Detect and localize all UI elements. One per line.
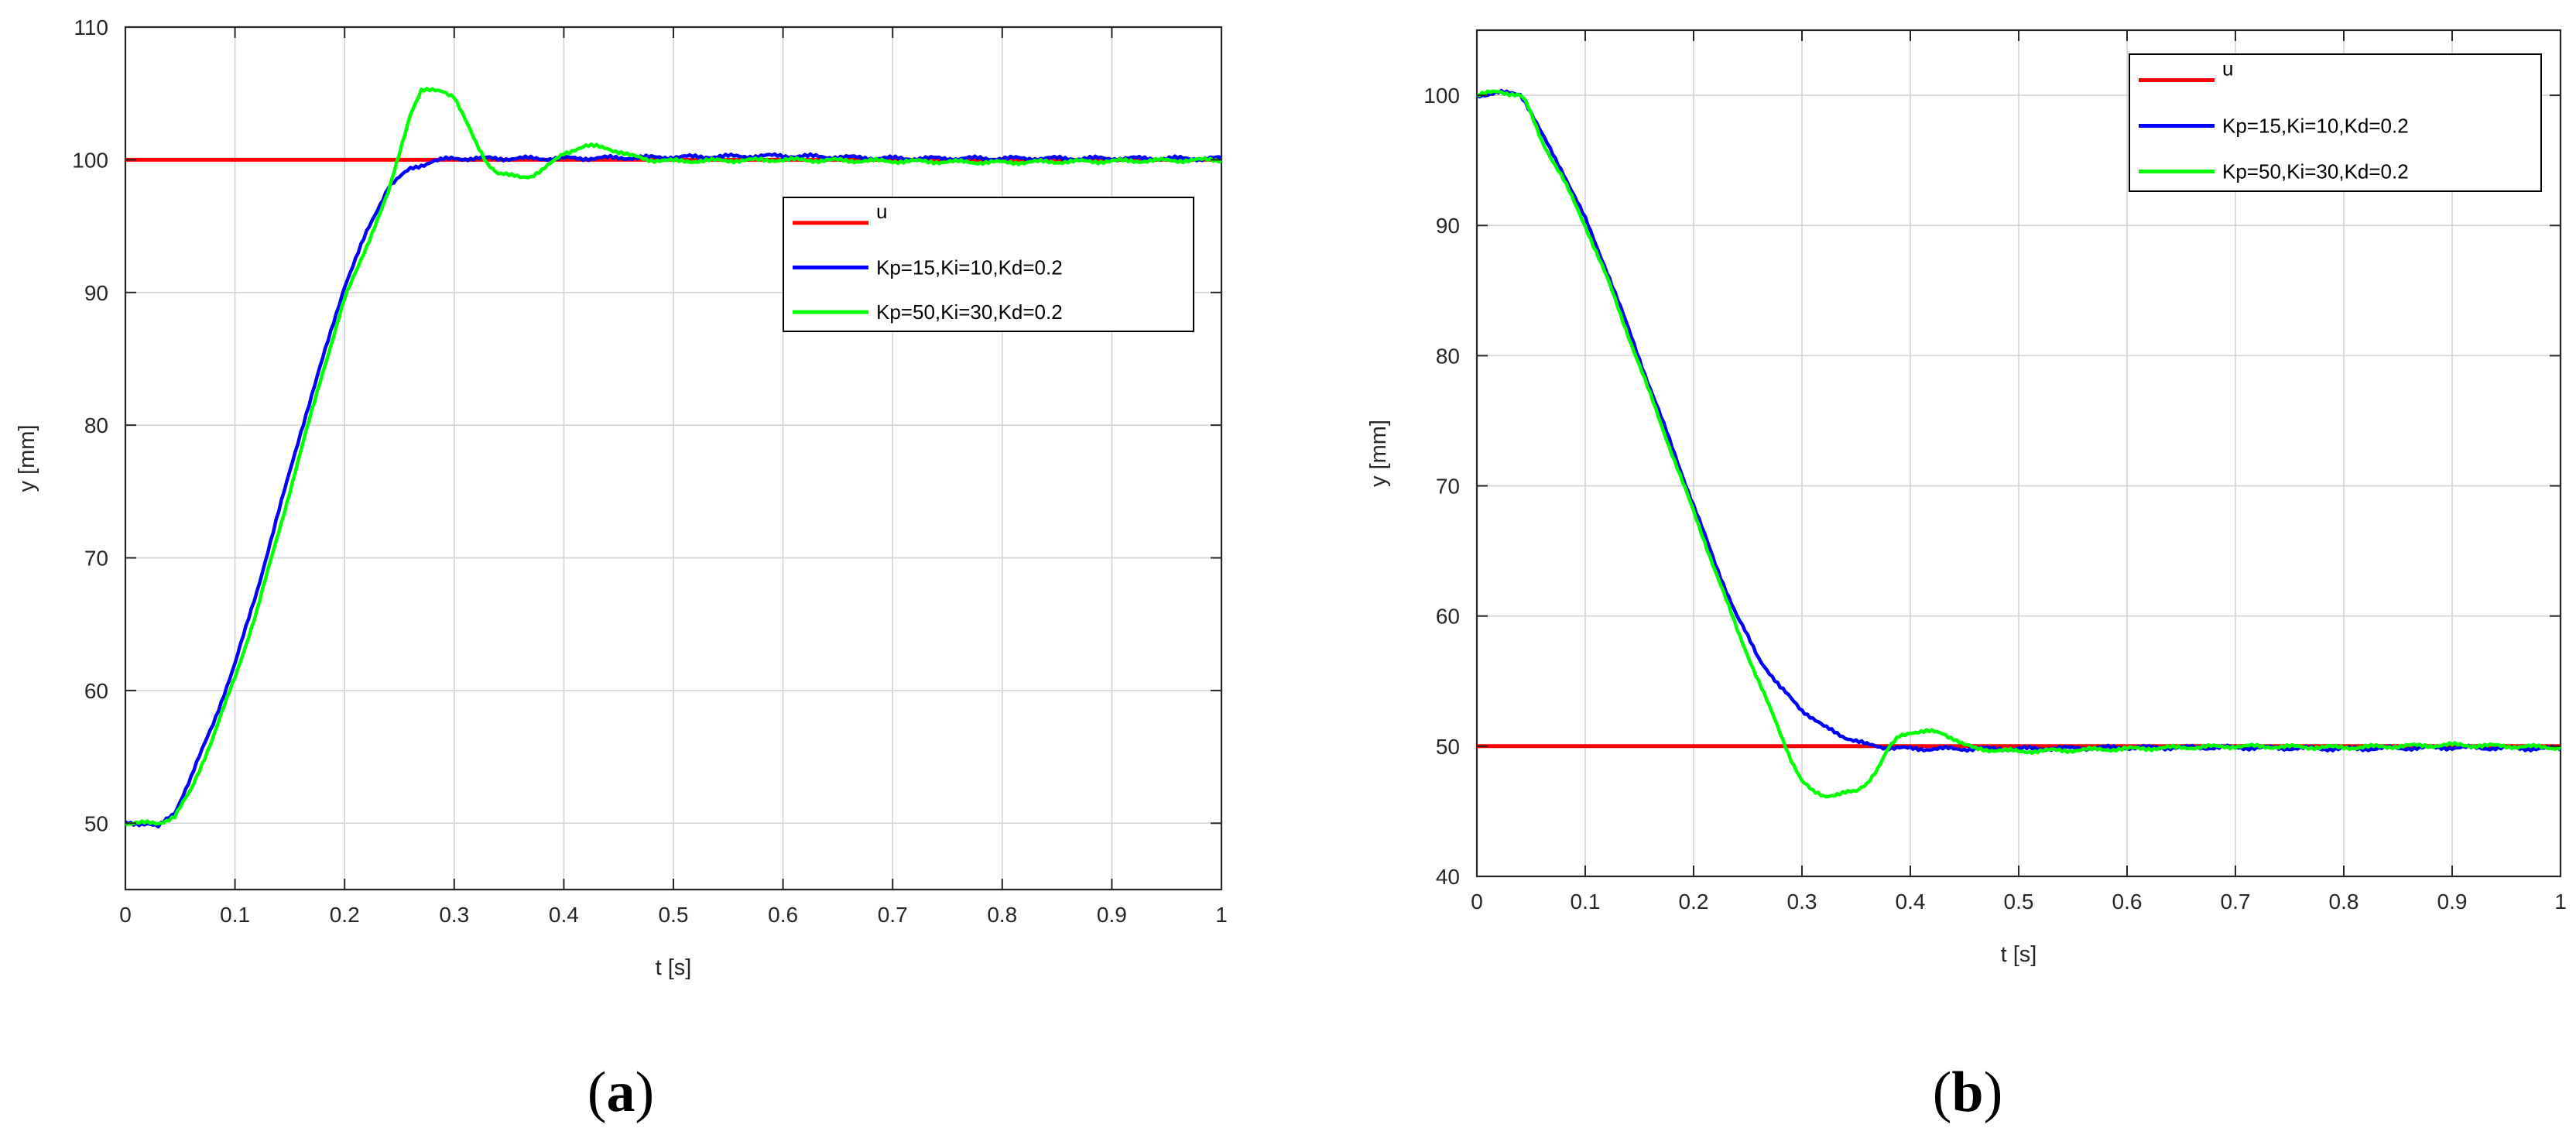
y-axis-label: y [mm]	[1366, 420, 1391, 487]
x-tick-label: 0.7	[878, 903, 908, 927]
legend-label: Kp=50,Ki=30,Kd=0.2	[876, 300, 1063, 324]
x-tick-label: 0.2	[1679, 890, 1709, 914]
series-line-3	[125, 87, 1222, 827]
legend-box	[2129, 53, 2542, 192]
x-tick-label: 0.3	[439, 903, 469, 927]
y-tick-label: 100	[72, 148, 108, 172]
x-axis-label: t [s]	[656, 955, 692, 980]
y-tick-label: 50	[84, 811, 108, 835]
y-tick-label: 60	[84, 679, 108, 703]
x-tick-label: 0.4	[549, 903, 579, 927]
legend: u Kp=15,Ki=10,Kd=0.2 Kp=50,Ki=30,Kd=0.2	[783, 197, 1194, 332]
x-tick-label: 0.6	[768, 903, 798, 927]
legend-label: Kp=15,Ki=10,Kd=0.2	[876, 256, 1063, 279]
legend-label: u	[2222, 57, 2233, 81]
y-tick-label: 90	[84, 281, 108, 305]
x-axis-label: t [s]	[2001, 942, 2037, 967]
panel-letter: a	[607, 1061, 635, 1124]
x-tick-label: 0.3	[1787, 890, 1817, 914]
x-tick-label: 0.8	[987, 903, 1017, 927]
x-tick-label: 0.6	[2112, 890, 2143, 914]
x-tick-label: 0.4	[1896, 890, 1926, 914]
y-tick-label: 90	[1436, 214, 1460, 238]
x-tick-label: 0.5	[2004, 890, 2034, 914]
legend: u Kp=15,Ki=10,Kd=0.2 Kp=50,Ki=30,Kd=0.2	[2129, 53, 2542, 192]
panel-letter: b	[1951, 1061, 1983, 1124]
series-lines	[1475, 88, 2562, 799]
x-tick-label: 0	[1471, 890, 1483, 914]
y-tick-label: 50	[1436, 735, 1460, 759]
x-tick-label: 0.8	[2329, 890, 2359, 914]
legend-box	[783, 197, 1194, 332]
y-tick-label: 80	[1436, 344, 1460, 368]
y-tick-label: 70	[84, 547, 108, 571]
x-tick-label: 0.7	[2221, 890, 2251, 914]
x-tick-label: 0.1	[1571, 890, 1601, 914]
y-tick-label: 80	[84, 413, 108, 437]
y-tick-label: 60	[1436, 605, 1460, 629]
y-tick-label: 70	[1436, 475, 1460, 499]
legend-label: Kp=50,Ki=30,Kd=0.2	[2222, 160, 2409, 183]
x-tick-label: 0	[119, 903, 132, 927]
chart-panel-a: 0 0.1 0.2 0.3 0.4 0.5 0.6 0.7 0.8 0.9 1 50 60 70 80 90 1…	[15, 15, 1228, 1124]
y-tick-label: 110	[74, 15, 108, 39]
x-tick-label: 1	[1215, 903, 1228, 927]
y-tick-label: 40	[1436, 865, 1460, 889]
series-lines	[124, 87, 1222, 829]
tick-labels: 0 0.1 0.2 0.3 0.4 0.5 0.6 0.7 0.8 0.9 1 50 60 70 80 90 1…	[72, 15, 1228, 927]
x-tick-label: 1	[2554, 890, 2567, 914]
panel-label-b: (b)	[1933, 1061, 2002, 1124]
y-tick-label: 100	[1423, 84, 1460, 108]
chart-panel-b: 0 0.1 0.2 0.3 0.4 0.5 0.6 0.7 0.8 0.9 1 40 50 60 70 80 9…	[1366, 29, 2567, 1124]
series-line-3	[1476, 89, 2562, 799]
y-axis-label: y [mm]	[15, 425, 39, 492]
x-tick-label: 0.5	[659, 903, 689, 927]
legend-label: u	[876, 200, 887, 223]
panel-label-a: (a)	[587, 1061, 654, 1124]
legend-label: Kp=15,Ki=10,Kd=0.2	[2222, 115, 2409, 138]
x-tick-label: 0.9	[1097, 903, 1127, 927]
x-tick-label: 0.1	[220, 903, 250, 927]
tick-labels: 0 0.1 0.2 0.3 0.4 0.5 0.6 0.7 0.8 0.9 1 40 50 60 70 80 9…	[1423, 30, 2567, 914]
x-tick-label: 0.9	[2437, 890, 2468, 914]
x-tick-label: 0.2	[330, 903, 360, 927]
